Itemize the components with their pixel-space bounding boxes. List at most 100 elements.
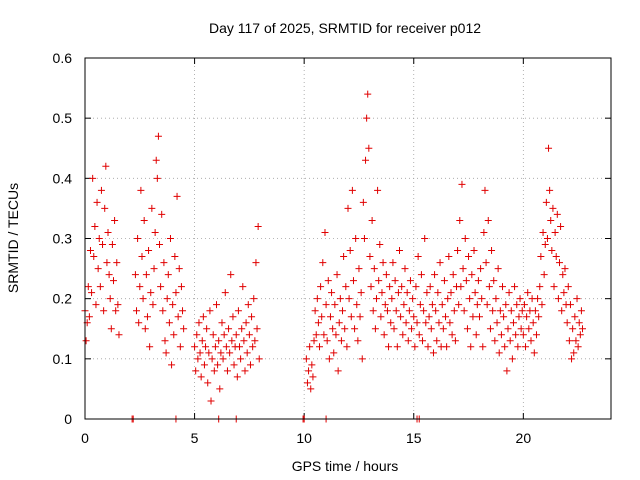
data-point xyxy=(459,265,467,273)
data-point xyxy=(485,283,493,291)
data-point xyxy=(332,331,340,339)
data-point xyxy=(163,295,171,303)
data-point xyxy=(197,373,205,381)
data-point xyxy=(227,271,235,279)
data-point xyxy=(170,331,178,339)
data-point xyxy=(305,367,313,375)
y-axis-label: SRMTID / TECUs xyxy=(5,183,21,293)
data-point xyxy=(153,174,161,182)
data-point xyxy=(312,331,320,339)
data-point xyxy=(308,361,316,369)
chart-title: Day 117 of 2025, SRMTID for receiver p01… xyxy=(209,20,481,36)
data-point xyxy=(376,241,384,249)
data-point xyxy=(514,343,522,351)
data-point xyxy=(469,313,477,321)
data-point xyxy=(96,283,104,291)
data-point xyxy=(168,361,176,369)
data-point xyxy=(228,337,236,345)
data-point xyxy=(191,343,199,351)
data-point xyxy=(141,325,149,333)
data-point xyxy=(450,307,458,315)
data-point xyxy=(444,295,452,303)
data-point xyxy=(494,265,502,273)
data-point xyxy=(394,289,402,297)
data-point xyxy=(193,331,201,339)
data-point xyxy=(524,289,532,297)
data-point xyxy=(307,385,315,393)
data-point xyxy=(504,325,512,333)
data-point xyxy=(93,198,101,206)
data-point xyxy=(138,253,146,261)
data-point xyxy=(323,337,331,345)
data-point xyxy=(440,277,448,285)
data-point xyxy=(372,295,380,303)
data-point xyxy=(159,307,167,315)
data-point xyxy=(172,289,180,297)
data-point xyxy=(402,319,410,327)
data-point xyxy=(491,337,499,345)
data-point xyxy=(352,235,360,242)
data-point xyxy=(251,337,259,345)
data-point xyxy=(546,186,554,194)
data-point xyxy=(550,283,558,291)
data-point xyxy=(368,216,376,224)
data-point xyxy=(375,277,383,285)
data-point xyxy=(383,307,391,315)
data-point xyxy=(139,295,147,303)
data-point xyxy=(548,247,556,255)
data-point xyxy=(335,319,343,327)
data-point xyxy=(560,289,568,297)
data-point xyxy=(354,337,362,345)
data-point xyxy=(419,337,427,345)
data-point xyxy=(135,319,143,327)
data-point xyxy=(393,343,401,351)
data-point xyxy=(192,367,200,375)
data-point xyxy=(237,355,245,363)
data-point xyxy=(477,265,485,273)
data-point xyxy=(169,301,177,309)
data-point xyxy=(359,198,367,206)
data-point xyxy=(406,277,414,285)
data-point xyxy=(220,331,228,339)
data-point xyxy=(568,355,576,363)
data-point xyxy=(105,271,113,279)
data-point xyxy=(366,253,374,261)
data-point xyxy=(221,289,229,297)
data-point xyxy=(133,307,141,315)
data-point xyxy=(115,331,123,339)
data-point xyxy=(156,241,164,249)
data-point xyxy=(100,307,108,315)
data-point xyxy=(91,222,99,230)
data-point xyxy=(223,367,231,375)
data-point xyxy=(389,259,397,267)
data-point xyxy=(226,349,234,357)
data-point xyxy=(215,337,223,345)
data-point xyxy=(306,343,314,351)
data-point xyxy=(233,373,241,381)
data-point xyxy=(478,295,486,303)
data-point xyxy=(534,295,542,303)
data-point xyxy=(391,277,399,285)
data-point xyxy=(577,307,585,315)
data-point xyxy=(355,265,363,273)
data-point xyxy=(147,289,155,297)
data-point xyxy=(176,343,184,351)
data-point xyxy=(104,228,112,236)
data-point xyxy=(158,210,166,218)
data-point xyxy=(413,319,421,327)
data-point xyxy=(351,325,359,333)
data-point xyxy=(225,325,233,333)
data-point xyxy=(426,283,434,291)
data-point xyxy=(165,319,173,327)
data-point xyxy=(99,241,107,249)
data-point xyxy=(324,277,332,285)
data-point xyxy=(473,301,481,309)
data-point xyxy=(442,313,450,321)
data-point xyxy=(427,325,435,333)
data-point xyxy=(461,235,469,242)
data-point xyxy=(108,241,116,249)
data-point xyxy=(358,355,366,363)
data-point xyxy=(520,301,528,309)
data-point xyxy=(539,228,547,236)
data-point xyxy=(439,325,447,333)
